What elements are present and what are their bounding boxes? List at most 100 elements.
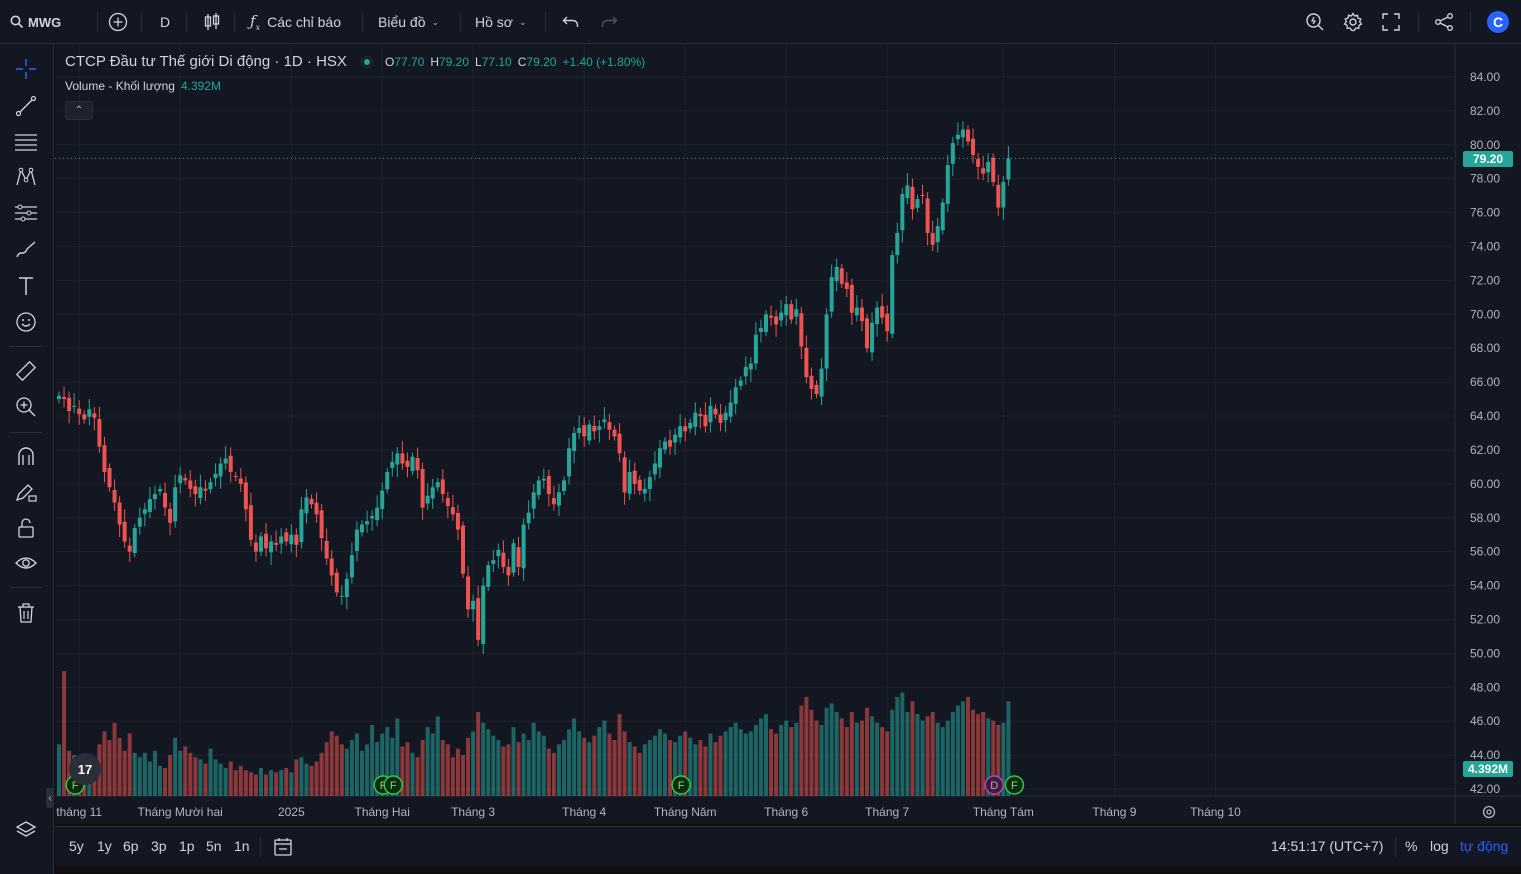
- text-tool[interactable]: [11, 271, 41, 301]
- candle-body: [228, 455, 233, 472]
- range-5y[interactable]: 5y: [69, 838, 84, 854]
- volume-bar: [370, 724, 375, 796]
- range-1y[interactable]: 1y: [97, 838, 112, 854]
- volume-bar: [602, 720, 607, 796]
- volume-bar: [314, 761, 319, 796]
- brush-tool[interactable]: [11, 235, 41, 265]
- crosshair-tool[interactable]: [11, 54, 41, 84]
- candle-body: [203, 488, 208, 491]
- volume-bar: [718, 735, 723, 796]
- divider: [10, 587, 42, 588]
- lock-all-button[interactable]: [11, 513, 41, 543]
- remove-drawings-button[interactable]: [11, 598, 41, 628]
- volume-bar: [910, 701, 915, 796]
- candle-body: [577, 427, 582, 433]
- candle-body: [789, 304, 794, 320]
- indicators-button[interactable]: ƒx Các chỉ báo: [250, 0, 341, 44]
- redo-button[interactable]: [600, 0, 618, 44]
- candle-body: [147, 499, 152, 512]
- divider: [97, 12, 98, 32]
- emoji-tool[interactable]: [11, 307, 41, 337]
- volume-bar: [127, 733, 132, 796]
- object-tree-button[interactable]: [11, 816, 41, 846]
- candle-body: [183, 478, 188, 481]
- app-logo-button[interactable]: C: [1487, 0, 1509, 44]
- interval-button[interactable]: D: [160, 0, 170, 44]
- pattern-tool[interactable]: [11, 162, 41, 192]
- candle-body: [461, 525, 465, 574]
- candle-body: [996, 184, 1001, 208]
- chart-menu-button[interactable]: Biểu đồ ⌄: [378, 0, 439, 44]
- volume-bar: [213, 759, 218, 796]
- range-5d[interactable]: 5n: [206, 838, 222, 854]
- collapse-sidebar-handle[interactable]: ‹: [46, 788, 54, 808]
- profile-menu-label: Hồ sơ: [475, 14, 513, 30]
- volume-bar: [976, 714, 981, 796]
- collapse-legend-button[interactable]: ⌃: [65, 101, 93, 120]
- chart-menu-label: Biểu đồ: [378, 14, 426, 30]
- fib-tool[interactable]: [11, 127, 41, 157]
- volume-bar: [824, 707, 829, 796]
- lock-icon: [18, 518, 34, 538]
- settings-button[interactable]: [1343, 0, 1363, 44]
- range-6m[interactable]: 6p: [123, 838, 139, 854]
- hide-drawings-button[interactable]: [11, 548, 41, 578]
- y-tick-label: 64.00: [1470, 409, 1500, 423]
- range-1d[interactable]: 1n: [234, 838, 250, 854]
- auto-scale-toggle[interactable]: tự động: [1460, 838, 1509, 854]
- tradingview-logo[interactable]: 17: [69, 753, 101, 785]
- legend-close: C79.20: [518, 55, 557, 69]
- trendline-tool[interactable]: [11, 91, 41, 121]
- profile-menu-button[interactable]: Hồ sơ ⌄: [475, 0, 527, 44]
- volume-legend[interactable]: Volume - Khối lượng 4.392M: [65, 79, 221, 93]
- divider: [186, 12, 187, 32]
- y-tick-label: 56.00: [1470, 545, 1500, 559]
- candle-body: [617, 433, 622, 454]
- volume-bar: [940, 727, 945, 796]
- volume-bar: [839, 718, 844, 796]
- event-marker-label: F: [380, 780, 387, 792]
- measure-tool[interactable]: [11, 356, 41, 386]
- volume-bar: [809, 709, 814, 796]
- clock-timezone[interactable]: 14:51:17 (UTC+7): [1271, 838, 1384, 854]
- candle-body: [562, 480, 566, 491]
- forecast-tool[interactable]: [11, 198, 41, 228]
- symbol-search[interactable]: MWG: [10, 0, 61, 44]
- volume-bar: [885, 731, 890, 796]
- log-scale-toggle[interactable]: log: [1430, 838, 1449, 854]
- undo-button[interactable]: [562, 0, 580, 44]
- x-tick-label: Tháng 3: [451, 805, 495, 819]
- range-1m[interactable]: 1p: [179, 838, 195, 854]
- volume-bar: [622, 731, 627, 796]
- volume-bar: [380, 733, 385, 796]
- scale-settings-button[interactable]: [1481, 804, 1497, 825]
- chevron-down-icon: ⌄: [431, 16, 440, 27]
- volume-bar: [925, 716, 930, 796]
- go-to-date-button[interactable]: [273, 837, 293, 862]
- magnet-tool[interactable]: [11, 441, 41, 471]
- candle-body: [870, 322, 875, 353]
- volume-bar: [562, 740, 566, 796]
- chart-pane[interactable]: 84.00 82.00 80.00 78.00 76.00 74.00 72.00 70.00…: [55, 44, 1521, 824]
- candle-body: [420, 468, 425, 508]
- volume-bar: [758, 718, 763, 796]
- candle-body: [950, 143, 955, 164]
- zoom-tool[interactable]: [11, 392, 41, 422]
- chart-type-button[interactable]: [203, 0, 221, 44]
- fullscreen-button[interactable]: [1382, 0, 1400, 44]
- candle-body: [859, 307, 864, 322]
- volume-bar: [57, 744, 61, 796]
- share-button[interactable]: [1434, 0, 1454, 44]
- volume-bar: [900, 692, 905, 796]
- percent-scale-toggle[interactable]: %: [1405, 838, 1418, 854]
- volume-bar: [587, 742, 592, 796]
- quick-search-button[interactable]: [1305, 0, 1325, 44]
- price-chart[interactable]: 84.00 82.00 80.00 78.00 76.00 74.00 72.00 70.00…: [55, 44, 1521, 824]
- volume-bar: [703, 746, 708, 796]
- range-3m[interactable]: 3p: [151, 838, 167, 854]
- x-tick-label: Tháng Hai: [355, 805, 410, 819]
- lock-drawing-mode[interactable]: [11, 477, 41, 507]
- compare-button[interactable]: [108, 0, 128, 44]
- y-tick-label: 80.00: [1470, 138, 1500, 152]
- event-marker-label: D: [990, 780, 998, 792]
